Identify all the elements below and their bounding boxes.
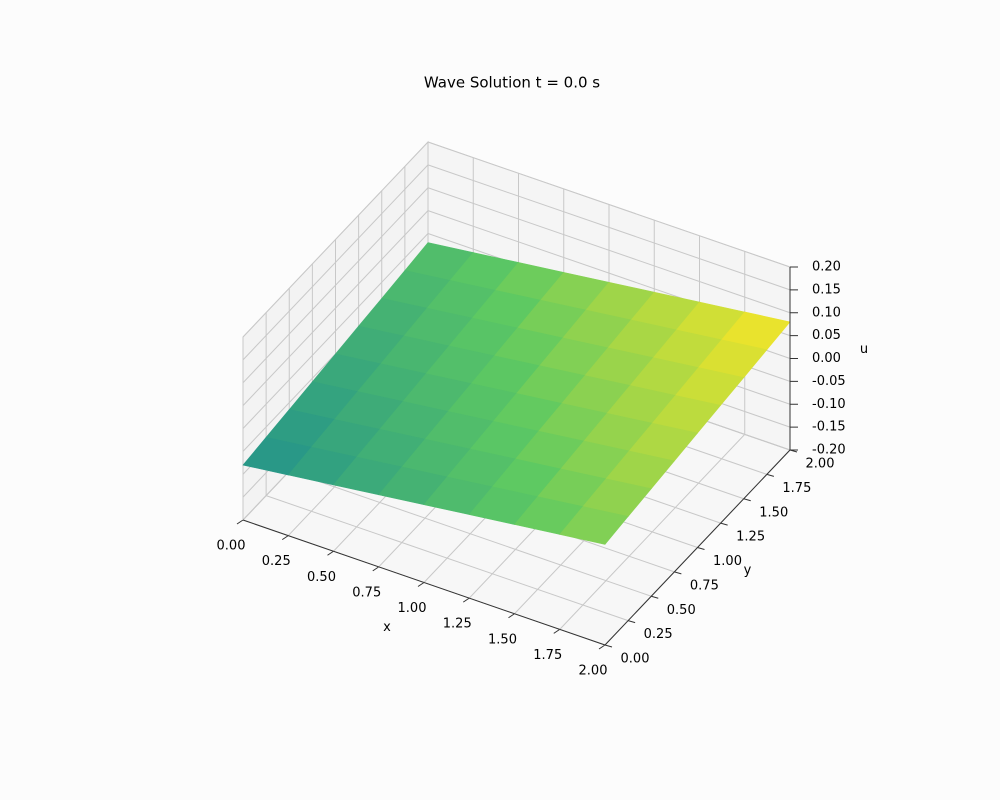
grid-line bbox=[427, 141, 791, 268]
y-tick-label: 0.50 bbox=[667, 603, 696, 618]
chart-title: Wave Solution t = 0.0 s bbox=[424, 74, 600, 92]
z-tick-label: -0.15 bbox=[812, 420, 846, 435]
y-axis-label: y bbox=[744, 563, 752, 578]
y-tick-label: 0.00 bbox=[621, 652, 650, 667]
grid-line bbox=[242, 164, 429, 361]
z-axis-label: u bbox=[860, 342, 868, 357]
grid-line bbox=[427, 164, 791, 291]
tick-mark bbox=[674, 571, 682, 575]
x-tick-label: 1.50 bbox=[488, 632, 517, 647]
z-tick-label: 0.20 bbox=[812, 260, 841, 275]
tick-mark bbox=[743, 498, 751, 502]
grid-line bbox=[242, 233, 429, 429]
z-tick-label: -0.05 bbox=[812, 374, 846, 389]
y-tick-label: 1.25 bbox=[736, 530, 765, 545]
tick-mark bbox=[651, 595, 659, 599]
z-tick-label: 0.00 bbox=[812, 351, 841, 366]
tick-mark bbox=[236, 519, 244, 525]
y-tick-label: 1.00 bbox=[713, 554, 742, 569]
grid-line bbox=[242, 210, 429, 406]
x-axis-label: x bbox=[383, 620, 391, 635]
surface-patch bbox=[559, 506, 629, 545]
axis-labels: 0.00 0.25 0.50 0.75 1.00 1.25 1.50 1.75 2.00 0.00… bbox=[217, 260, 869, 679]
x-tick-label: 1.25 bbox=[443, 617, 472, 632]
x-tick-label: 2.00 bbox=[579, 664, 608, 679]
grid-line bbox=[242, 187, 429, 384]
x-tick-label: 1.00 bbox=[398, 601, 427, 616]
grid-line bbox=[289, 470, 652, 597]
tick-mark bbox=[697, 547, 705, 550]
x-tick-label: 1.75 bbox=[533, 648, 562, 663]
tick-mark bbox=[598, 644, 606, 650]
grid-line bbox=[427, 187, 791, 314]
y-tick-label: 0.75 bbox=[690, 578, 719, 593]
tick-mark bbox=[627, 620, 636, 624]
x-tick-label: 0.75 bbox=[352, 585, 381, 600]
tick-mark bbox=[604, 644, 613, 648]
grid-line bbox=[265, 495, 629, 622]
x-tick-label: 0.50 bbox=[307, 570, 336, 585]
y-tick-label: 0.25 bbox=[644, 627, 673, 642]
tick-mark bbox=[720, 522, 728, 526]
y-tick-label: 1.50 bbox=[759, 505, 788, 520]
tick-mark bbox=[281, 535, 289, 541]
z-tick-label: -0.20 bbox=[812, 443, 846, 458]
tick-mark bbox=[372, 566, 380, 572]
surface bbox=[242, 242, 791, 545]
z-tick-label: 0.10 bbox=[812, 305, 841, 320]
x-axis-line bbox=[242, 519, 606, 646]
y-axis-line bbox=[604, 449, 791, 646]
x-tick-label: 0.00 bbox=[217, 539, 246, 554]
y-tick-label: 2.00 bbox=[806, 457, 835, 472]
tick-mark bbox=[766, 473, 775, 477]
z-tick-label: 0.15 bbox=[812, 282, 841, 297]
tick-mark bbox=[508, 613, 515, 619]
z-tick-label: -0.10 bbox=[812, 397, 846, 412]
x-tick-label: 0.25 bbox=[262, 554, 291, 569]
tick-mark bbox=[327, 550, 334, 556]
y-tick-label: 1.75 bbox=[782, 481, 811, 496]
grid-line bbox=[242, 141, 429, 338]
z-tick-label: 0.05 bbox=[812, 328, 841, 343]
tick-mark bbox=[553, 628, 561, 634]
tick-mark bbox=[462, 597, 470, 603]
tick-mark bbox=[417, 582, 425, 587]
